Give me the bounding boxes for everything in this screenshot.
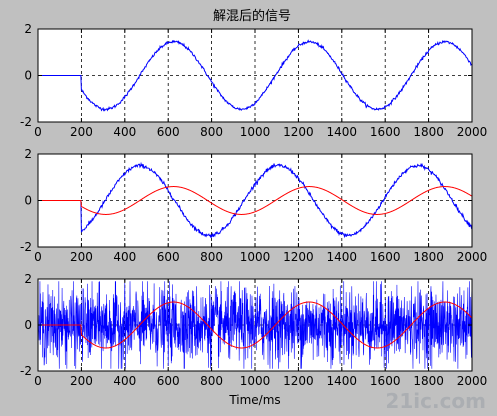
x-tick-label: 0 — [34, 250, 42, 264]
series-line-red — [38, 301, 472, 349]
y-tick-label: 2 — [24, 272, 32, 286]
x-tick-label: 1000 — [240, 374, 271, 388]
y-tick-label: -2 — [20, 240, 32, 254]
x-tick-label: 200 — [70, 250, 93, 264]
x-tick-label: 1200 — [283, 374, 314, 388]
x-tick-label: 1200 — [283, 250, 314, 264]
x-tick-label: 1600 — [370, 374, 401, 388]
x-tick-label: 800 — [200, 374, 223, 388]
y-tick-label: 2 — [24, 147, 32, 161]
x-tick-label: 600 — [157, 125, 180, 139]
series-group — [38, 281, 472, 369]
x-tick-label: 400 — [113, 250, 136, 264]
series-line-blue — [38, 281, 472, 369]
x-tick-label: 1600 — [370, 125, 401, 139]
x-tick-label: 1000 — [240, 250, 271, 264]
series-line-blue — [38, 39, 472, 112]
y-tick-label: -2 — [20, 115, 32, 129]
subplot-3: 0 200 400 600 800 1000 1200 1400 1600 1800 2000-20… — [20, 272, 487, 388]
x-tick-label: 1400 — [327, 250, 358, 264]
x-tick-label: 200 — [70, 125, 93, 139]
figure-title: 解混后的信号 — [213, 8, 291, 24]
x-tick-label: 400 — [113, 374, 136, 388]
x-tick-label: 1800 — [413, 374, 444, 388]
y-tick-label: 0 — [24, 318, 32, 332]
series-line-blue — [38, 161, 472, 239]
x-tick-label: 1800 — [413, 250, 444, 264]
x-tick-label: 1200 — [283, 125, 314, 139]
x-tick-label: 0 — [34, 374, 42, 388]
y-tick-label: -2 — [20, 364, 32, 378]
watermark: 21ic.com — [385, 389, 486, 413]
x-tick-label: 1800 — [413, 125, 444, 139]
x-tick-label: 1600 — [370, 250, 401, 264]
x-tick-label: 2000 — [457, 250, 488, 264]
x-tick-label: 800 — [200, 125, 223, 139]
subplot-1: 0 200 400 600 800 1000 1200 1400 1600 1800 2000-20… — [20, 22, 487, 139]
x-tick-label: 600 — [157, 374, 180, 388]
plots: 0 200 400 600 800 1000 1200 1400 1600 1800 2000-20… — [20, 22, 487, 388]
x-tick-label: 1400 — [327, 125, 358, 139]
subplot-2: 0 200 400 600 800 1000 1200 1400 1600 1800 2000-20… — [20, 147, 487, 264]
series-group — [38, 161, 472, 239]
x-tick-label: 600 — [157, 250, 180, 264]
series-group — [38, 39, 472, 112]
x-tick-label: 0 — [34, 125, 42, 139]
x-tick-label: 1400 — [327, 374, 358, 388]
y-tick-label: 0 — [24, 69, 32, 83]
x-tick-label: 2000 — [457, 125, 488, 139]
x-tick-label: 400 — [113, 125, 136, 139]
x-tick-label: 800 — [200, 250, 223, 264]
y-tick-label: 0 — [24, 194, 32, 208]
x-axis-label: Time/ms — [228, 393, 280, 407]
x-tick-label: 200 — [70, 374, 93, 388]
x-tick-label: 1000 — [240, 125, 271, 139]
y-tick-label: 2 — [24, 22, 32, 36]
series-line-red — [38, 186, 472, 215]
x-tick-label: 2000 — [457, 374, 488, 388]
